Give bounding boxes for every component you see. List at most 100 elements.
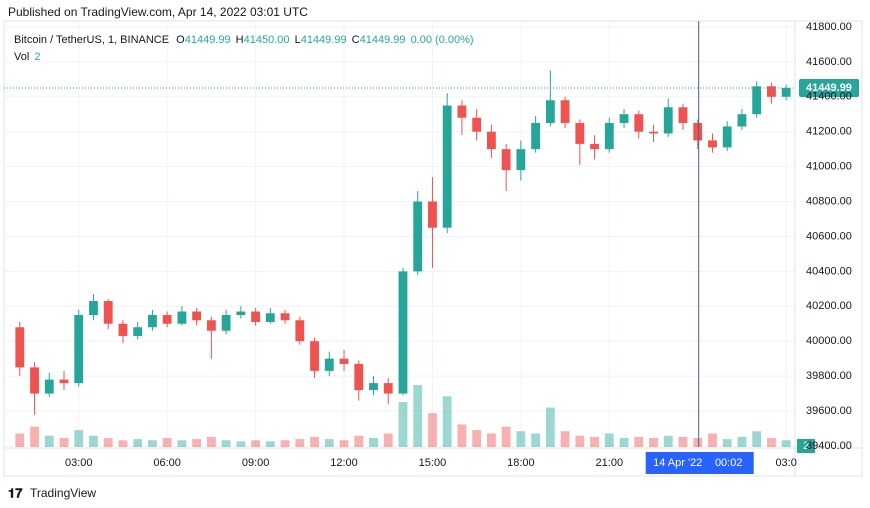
grid: [4, 21, 795, 447]
candle-body: [206, 320, 216, 331]
candle-body: [236, 311, 246, 316]
candle-body: [590, 143, 599, 150]
volume-bar: [310, 436, 319, 447]
y-tick-label: 41200.00: [806, 126, 852, 138]
y-tick-label: 41600.00: [806, 56, 852, 68]
volume-bar: [398, 401, 408, 447]
volume-bar: [486, 433, 496, 447]
volume-bar: [737, 436, 747, 447]
volume-bar: [369, 437, 378, 447]
volume-legend: Vol 2: [14, 51, 40, 63]
candle-body: [531, 122, 541, 150]
candle-body: [708, 140, 717, 148]
candle-body: [398, 271, 408, 394]
volume-bar: [766, 437, 776, 447]
ohlc-label: L: [295, 34, 301, 46]
volume-bar: [604, 433, 614, 447]
ohlc-label: O: [176, 34, 185, 46]
candle-body: [663, 107, 673, 134]
candle-body: [560, 100, 570, 123]
volume-label: Vol: [14, 51, 29, 63]
volume-bar: [708, 433, 717, 447]
volume-bar: [457, 424, 467, 447]
candle-body: [649, 131, 658, 134]
candle-body: [103, 301, 113, 324]
candle-body: [354, 363, 364, 391]
crosshair-time: 00:02: [715, 457, 743, 469]
volume-bar: [162, 437, 172, 447]
candle-body: [752, 86, 762, 115]
volume-bar: [383, 433, 393, 447]
volume-bar: [251, 440, 261, 447]
candle-body: [133, 327, 143, 336]
ohlc-value: 41449.99: [185, 34, 231, 46]
candle-body: [192, 311, 202, 321]
candle-body: [722, 126, 732, 148]
x-tick-label: 06:00: [153, 457, 181, 469]
candle-body: [310, 341, 319, 371]
y-tick-label: 40400.00: [806, 265, 852, 277]
candle-body: [457, 105, 467, 118]
candle-body: [118, 323, 128, 336]
volume-tag-label: 2: [803, 440, 809, 452]
candle-body: [44, 379, 54, 394]
y-tick-label: 39800.00: [806, 370, 852, 382]
candle-body: [693, 122, 703, 141]
candle-body: [30, 367, 39, 394]
symbol: Bitcoin / TetherUS, 1, BINANCE: [14, 34, 169, 46]
candle-body: [162, 315, 172, 324]
candle-body: [428, 201, 437, 228]
last-price-label: 41449.99: [806, 82, 852, 94]
y-tick-label: 41000.00: [806, 161, 852, 173]
ohlc-value: 41449.99: [301, 34, 347, 46]
volume-bar: [236, 441, 246, 447]
candle-body: [383, 383, 393, 394]
x-tick-label: 12:00: [330, 457, 358, 469]
volume-bar: [516, 431, 526, 447]
candle-body: [295, 320, 305, 342]
candle-body: [442, 105, 452, 228]
volume-bar: [678, 436, 688, 447]
legend: Bitcoin / TetherUS, 1, BINANCE O41449.99…: [14, 34, 474, 46]
candle-body: [280, 313, 290, 321]
candle-body: [501, 149, 511, 171]
crosshair-time-box: [645, 452, 754, 474]
candle-body: [324, 358, 334, 371]
volume-bar: [560, 431, 570, 447]
candle-body: [766, 86, 776, 97]
y-tick-label: 40000.00: [806, 335, 852, 347]
volume-bar: [89, 435, 98, 447]
volume-bar: [133, 439, 143, 447]
volume-tag: [797, 439, 815, 453]
volume-bar: [280, 440, 290, 447]
overlay: 41449.99 2 14 Apr '22 00:02: [4, 21, 859, 474]
volume-bar: [339, 440, 349, 447]
candle-body: [604, 122, 614, 150]
volume-bar: [206, 436, 216, 447]
candle-body: [737, 114, 747, 127]
volume-bar: [442, 396, 452, 447]
y-tick-label: 41800.00: [806, 21, 852, 33]
volume-bar: [413, 385, 423, 447]
candle-body: [619, 114, 629, 123]
candle-body: [59, 379, 69, 384]
candle-body: [148, 315, 157, 328]
volume-bar: [752, 431, 762, 447]
volume-bar: [15, 433, 25, 447]
candle-body: [545, 100, 555, 123]
ohlc-value: 41449.99: [360, 34, 406, 46]
volume-bar: [501, 426, 511, 447]
ohlc-label: C: [352, 34, 360, 46]
candle-body: [251, 311, 261, 322]
change: 0.00 (0.00%): [411, 34, 474, 46]
volume-bar: [103, 437, 113, 447]
volume-bar: [428, 413, 437, 447]
x-tick-label: 15:00: [419, 457, 447, 469]
candle-body: [781, 88, 791, 97]
candle-body: [634, 114, 644, 132]
volume-bar: [148, 440, 157, 447]
x-tick-label: 03:0: [775, 457, 796, 469]
volume-bar: [634, 436, 644, 447]
x-tick-label: 09:00: [242, 457, 270, 469]
volume-bar: [295, 439, 305, 447]
